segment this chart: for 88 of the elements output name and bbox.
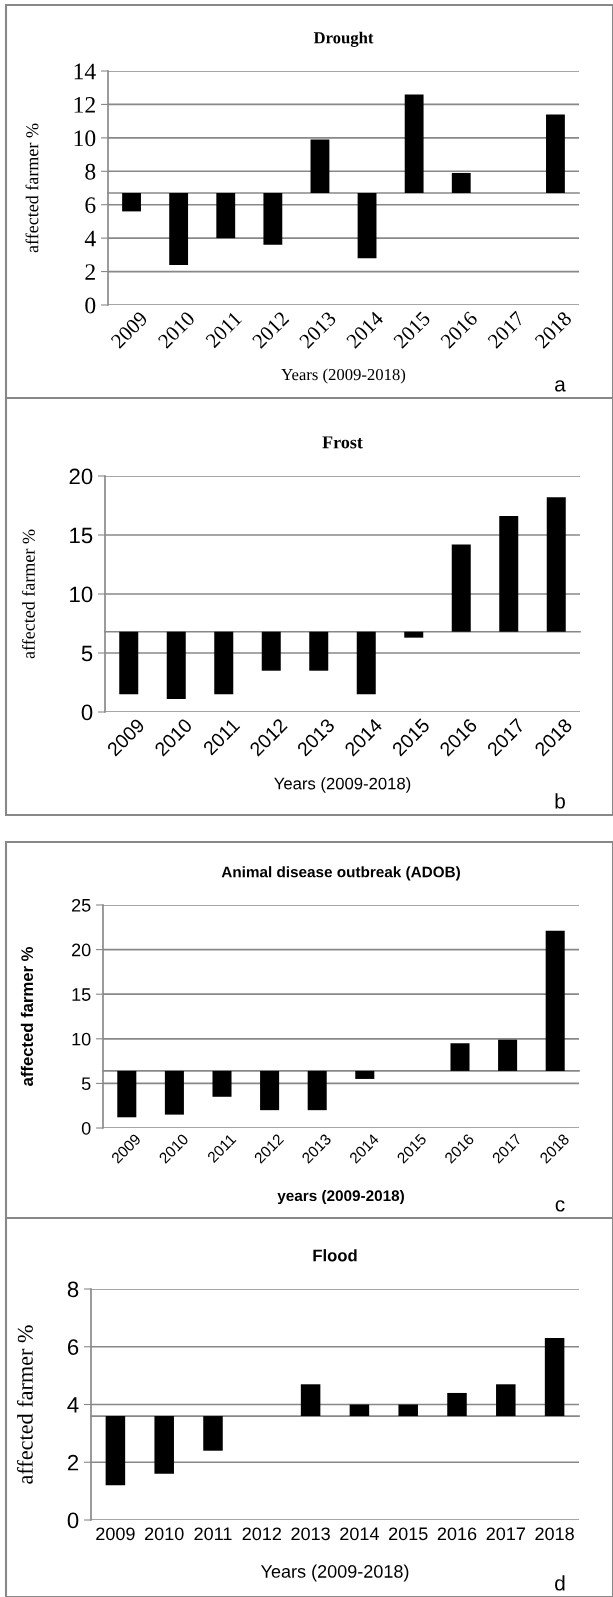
chart-title: Flood <box>313 1249 357 1262</box>
bar <box>119 631 139 695</box>
y-tick-label: 0 <box>85 297 96 314</box>
chart-title: Drought <box>313 31 374 47</box>
bar <box>164 1070 184 1115</box>
text: a <box>555 380 566 392</box>
bar <box>263 193 283 245</box>
y-tick-label: 0 <box>81 704 93 721</box>
y-tick-label: 15 <box>70 527 93 544</box>
x-axis-title: years (2009-2018) <box>277 1189 404 1205</box>
bar <box>544 1338 565 1417</box>
bar <box>349 1404 370 1417</box>
chart-title: Frost <box>322 436 363 449</box>
bar <box>260 1070 280 1111</box>
x-tick-label: 2015 <box>389 1527 428 1541</box>
y-tick-label: 10 <box>74 130 96 147</box>
bar <box>356 631 376 695</box>
y-tick-label: 15 <box>72 988 91 1001</box>
bar <box>450 1043 470 1071</box>
y-tick-label: 20 <box>69 468 93 485</box>
bar <box>404 94 424 194</box>
y-tick-label: 6 <box>85 197 96 214</box>
x-tick-label: 2016 <box>437 1527 477 1541</box>
text: d <box>555 1575 565 1591</box>
x-tick-label: 2010 <box>145 1527 184 1541</box>
bar <box>117 1070 137 1118</box>
x-axis-title: Years (2009-2018) <box>274 777 411 793</box>
x-tick-label: 2014 <box>340 1527 379 1541</box>
bar <box>309 631 329 671</box>
text: b <box>555 793 565 809</box>
bar <box>355 1070 375 1079</box>
y-tick-label: 25 <box>72 898 91 912</box>
bar <box>300 1384 321 1417</box>
x-axis-title: Years (2009-2018) <box>260 1564 409 1582</box>
y-tick-label: 5 <box>81 645 93 662</box>
bar <box>166 631 186 700</box>
y-tick-label: 4 <box>84 230 96 247</box>
y-axis-title: affected farmer % <box>20 947 34 1086</box>
y-tick-label: 4 <box>67 1397 79 1413</box>
bar <box>496 1384 516 1417</box>
bar <box>546 497 566 632</box>
y-tick-label: 0 <box>81 1121 91 1135</box>
bar <box>398 1404 418 1417</box>
y-tick-label: 12 <box>74 96 95 113</box>
bar <box>447 1392 467 1417</box>
y-tick-label: 10 <box>70 586 93 603</box>
y-tick-label: 2 <box>85 264 95 280</box>
y-tick-label: 0 <box>67 1512 79 1529</box>
bar <box>212 1070 232 1097</box>
bar <box>499 516 519 632</box>
y-tick-label: 8 <box>85 163 96 180</box>
bar <box>214 631 234 695</box>
x-tick-label: 2011 <box>194 1527 232 1541</box>
bar <box>261 631 281 671</box>
y-tick-label: 6 <box>67 1339 79 1356</box>
y-tick-label: 2 <box>67 1454 79 1471</box>
y-tick-label: 10 <box>72 1032 91 1046</box>
x-tick-label: 2018 <box>535 1527 574 1541</box>
y-tick-label: 20 <box>72 943 91 957</box>
bar <box>451 172 471 194</box>
x-axis-title: Years (2009-2018) <box>281 368 406 384</box>
bar <box>203 1416 223 1451</box>
bar <box>498 1039 518 1071</box>
bar <box>545 930 565 1071</box>
y-tick-label: 8 <box>67 1281 79 1298</box>
bar <box>451 544 471 632</box>
chart-title: Animal disease outbreak (ADOB) <box>221 866 460 881</box>
x-tick-label: 2011 <box>204 310 243 349</box>
bar <box>216 193 236 239</box>
x-tick-label: 2017 <box>486 1527 525 1541</box>
bar <box>307 1070 327 1111</box>
y-tick-label: 14 <box>74 63 96 80</box>
text: c <box>555 1200 565 1212</box>
y-axis-title: affected farmer % <box>21 529 35 659</box>
x-tick-label: 2012 <box>242 1527 281 1541</box>
bar <box>357 193 377 259</box>
x-tick-label: 2013 <box>291 1527 330 1541</box>
y-axis-title: affected farmer % <box>25 123 39 253</box>
bar <box>169 193 189 265</box>
bar <box>122 193 141 212</box>
y-tick-label: 5 <box>81 1077 91 1091</box>
bar <box>154 1416 174 1474</box>
bar <box>404 631 424 638</box>
y-axis-title: affected farmer % <box>16 1325 33 1484</box>
bar <box>546 114 565 194</box>
bar <box>310 139 330 194</box>
bar <box>105 1416 126 1486</box>
x-tick-label: 2009 <box>96 1527 135 1541</box>
